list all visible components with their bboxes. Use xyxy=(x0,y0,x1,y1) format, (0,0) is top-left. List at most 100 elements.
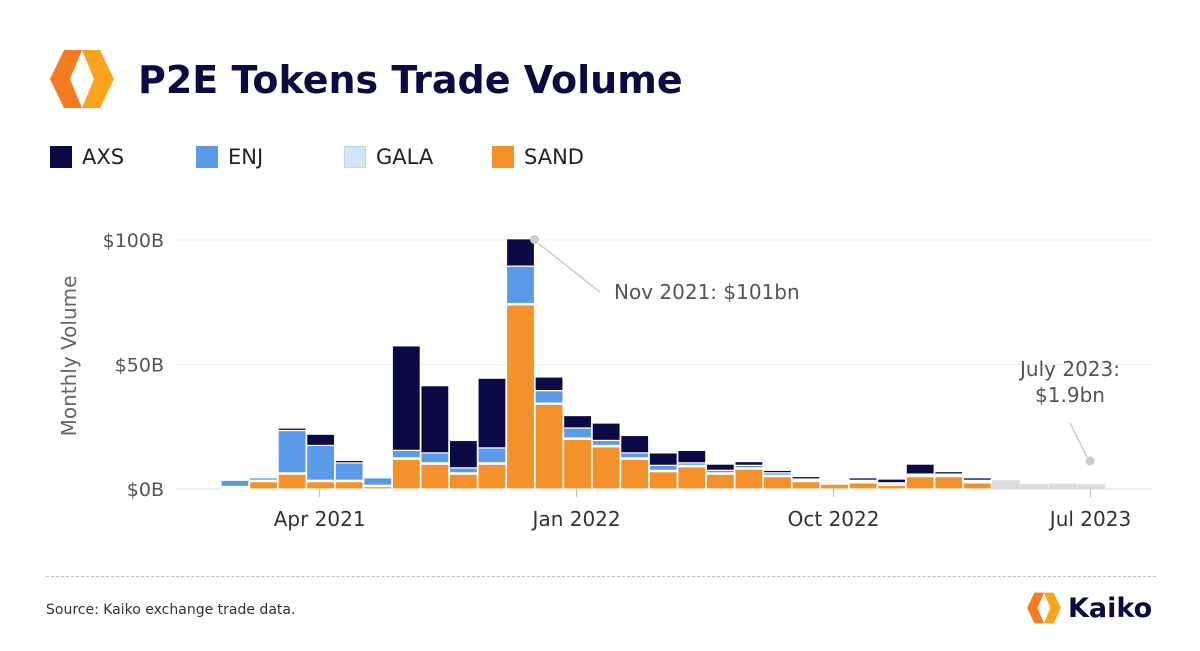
bar-total-apr-2023 xyxy=(991,480,1020,489)
bar-enj-jul-2021 xyxy=(391,449,421,459)
bar-sand-apr-2022 xyxy=(648,470,678,490)
legend-item-gala[interactable]: GALA xyxy=(344,144,433,170)
kaiko-logo-icon xyxy=(50,50,114,108)
bar-total-jun-2023 xyxy=(1048,483,1077,489)
bar-axs-jul-2021 xyxy=(391,345,421,452)
bar-sand-feb-2023 xyxy=(934,475,964,490)
x-tick-label: Apr 2021 xyxy=(274,507,366,531)
bar-enj-dec-2021 xyxy=(534,390,564,404)
x-tick-label: Jul 2023 xyxy=(1048,507,1131,531)
legend-label-sand: SAND xyxy=(524,145,584,169)
bar-sand-jan-2023 xyxy=(905,475,935,490)
legend-item-sand[interactable]: SAND xyxy=(492,144,584,170)
bar-axs-mar-2023 xyxy=(962,477,992,481)
bar-sand-aug-2022 xyxy=(762,475,793,490)
bar-sand-feb-2021 xyxy=(248,480,279,490)
legend-item-axs[interactable]: AXS xyxy=(50,144,124,170)
legend-swatch-enj xyxy=(196,146,218,168)
bar-sand-mar-2023 xyxy=(962,482,992,490)
bar-enj-apr-2022 xyxy=(648,464,678,471)
bar-axs-dec-2021 xyxy=(534,376,564,392)
bar-enj-mar-2021 xyxy=(277,429,307,474)
bar-sand-dec-2021 xyxy=(534,403,564,490)
bar-enj-jan-2022 xyxy=(562,427,593,439)
y-tick-label: $0B xyxy=(127,479,164,501)
annotation-label-nov-2021: Nov 2021: $101bn xyxy=(614,280,800,304)
bar-sand-may-2022 xyxy=(677,465,707,490)
bar-axs-jun-2022 xyxy=(705,463,735,471)
bar-total-jul-2023 xyxy=(1077,484,1106,489)
page-title: P2E Tokens Trade Volume xyxy=(138,58,683,102)
bar-enj-nov-2021 xyxy=(505,265,536,305)
legend-label-axs: AXS xyxy=(82,145,125,169)
bar-sand-jan-2022 xyxy=(562,438,593,490)
bar-enj-sep-2021 xyxy=(448,467,478,474)
kaiko-brand: Kaiko xyxy=(1026,590,1152,626)
bar-axs-may-2022 xyxy=(677,449,707,464)
bar-axs-mar-2021 xyxy=(277,427,307,432)
bar-axs-sep-2021 xyxy=(448,439,478,469)
annotation-label-jul-2023-line1: July 2023: xyxy=(1018,357,1120,381)
bar-sand-apr-2021 xyxy=(306,480,336,490)
bar-sand-nov-2022 xyxy=(848,482,878,490)
bar-axs-oct-2022 xyxy=(819,479,850,483)
bar-axs-aug-2021 xyxy=(420,385,450,454)
legend-label-enj: ENJ xyxy=(228,145,264,169)
bar-sand-jul-2022 xyxy=(734,468,764,490)
bar-sand-sep-2022 xyxy=(791,480,821,490)
bar-sand-mar-2021 xyxy=(277,473,307,490)
bar-enj-oct-2021 xyxy=(477,447,507,464)
bar-enj-apr-2021 xyxy=(306,444,336,481)
trade-volume-chart: $0B $50B $100B Monthly Volume Apr 2021 Jan 20… xyxy=(57,230,1152,531)
legend-swatch-gala xyxy=(344,146,366,168)
bar-total-may-2023 xyxy=(1020,484,1049,489)
y-tick-label: $50B xyxy=(115,355,164,377)
bar-sand-nov-2021 xyxy=(505,304,536,490)
annotation-label-jul-2023-line2: $1.9bn xyxy=(1035,383,1105,407)
bar-axs-oct-2021 xyxy=(477,377,507,449)
legend-label-gala: GALA xyxy=(376,145,434,169)
bar-enj-mar-2022 xyxy=(620,452,650,459)
bar-axs-jul-2022 xyxy=(734,461,764,466)
source-note: Source: Kaiko exchange trade data. xyxy=(46,602,296,618)
bar-enj-may-2021 xyxy=(334,462,364,481)
legend-swatch-axs xyxy=(50,146,72,168)
bar-axs-feb-2023 xyxy=(934,470,964,475)
bar-axs-mar-2022 xyxy=(620,434,650,454)
bar-sand-sep-2021 xyxy=(448,473,478,490)
legend-item-enj[interactable]: ENJ xyxy=(196,144,263,170)
bar-axs-feb-2022 xyxy=(591,422,621,442)
bar-enj-feb-2021 xyxy=(248,477,279,481)
annotation-marker-jul-2023 xyxy=(1085,456,1095,466)
bar-axs-nov-2022 xyxy=(848,477,878,481)
bar-enj-aug-2021 xyxy=(420,452,450,464)
bar-sand-jul-2021 xyxy=(391,458,421,490)
bar-axs-nov-2021 xyxy=(505,238,536,267)
bar-axs-jan-2022 xyxy=(562,414,593,429)
bar-sand-aug-2021 xyxy=(420,463,450,490)
annotation-marker-nov-2021 xyxy=(530,235,539,245)
bar-enj-feb-2022 xyxy=(591,439,621,447)
y-tick-label: $100B xyxy=(103,230,164,252)
bar-axs-apr-2021 xyxy=(306,433,336,447)
y-axis-title: Monthly Volume xyxy=(57,276,81,437)
bar-axs-aug-2022 xyxy=(762,469,793,474)
bar-axs-apr-2022 xyxy=(648,452,678,466)
bar-axs-dec-2022 xyxy=(877,478,907,484)
bar-axs-jan-2023 xyxy=(905,463,935,475)
bar-axs-may-2021 xyxy=(334,459,364,464)
bar-sand-feb-2022 xyxy=(591,446,621,490)
x-tick-label: Oct 2022 xyxy=(788,507,880,531)
x-tick-label: Jan 2022 xyxy=(531,507,621,531)
legend-swatch-sand xyxy=(492,146,514,168)
bar-sand-oct-2021 xyxy=(477,463,507,490)
bar-sand-mar-2022 xyxy=(620,458,650,490)
bar-enj-jan-2021 xyxy=(220,479,250,488)
bar-sand-may-2021 xyxy=(334,480,364,490)
annotation-connector-nov-2021 xyxy=(538,242,601,293)
bar-sand-oct-2022 xyxy=(819,483,850,490)
annotation-connector-jul-2023 xyxy=(1069,422,1088,458)
footer-divider xyxy=(46,576,1156,577)
bar-sand-jun-2022 xyxy=(705,473,735,490)
brand-name: Kaiko xyxy=(1068,592,1153,624)
